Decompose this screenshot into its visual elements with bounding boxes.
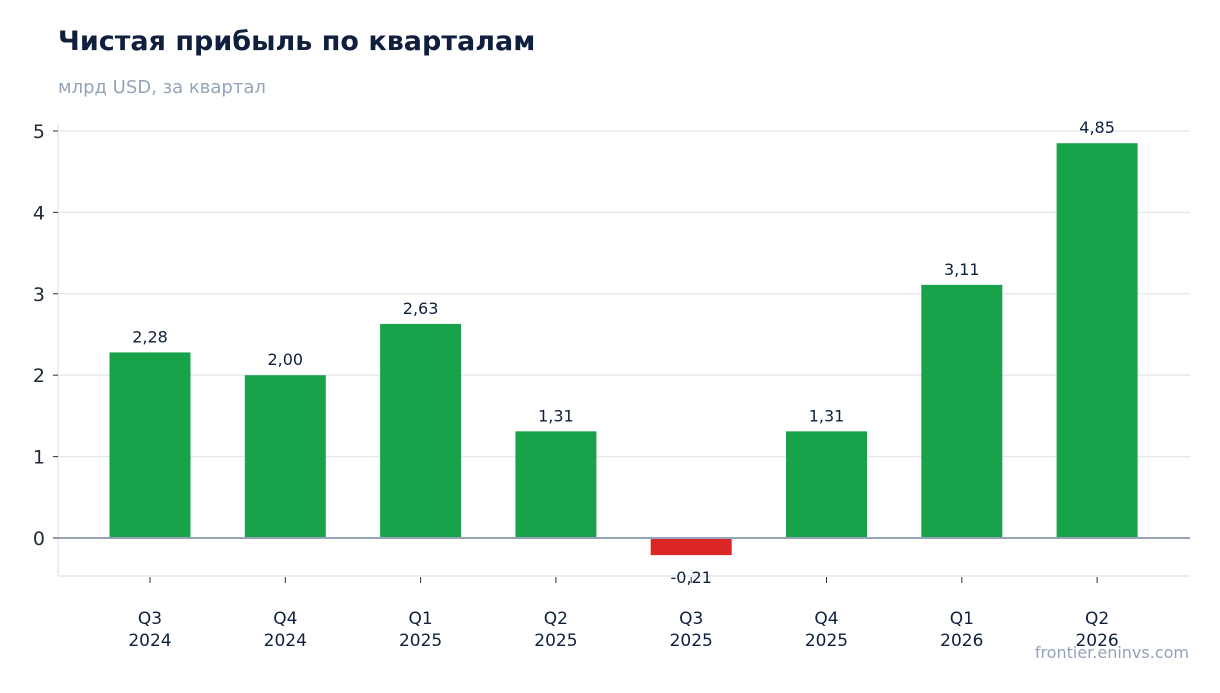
y-tick-label-4: 4: [33, 202, 45, 224]
data-label-5: 1,31: [809, 406, 845, 425]
bar-7: [1056, 143, 1138, 538]
data-label-3: 1,31: [538, 406, 574, 425]
y-tick-label-1: 1: [33, 447, 45, 469]
bar-0: [109, 352, 191, 538]
data-label-4: -0,21: [670, 568, 711, 587]
x-tick-label-2: Q1: [408, 609, 432, 629]
data-label-1: 2,00: [267, 350, 303, 369]
y-tick-label-0: 0: [33, 528, 45, 550]
chart-title: Чистая прибыль по кварталам: [58, 26, 536, 57]
x-tick-label-year-2: 2025: [399, 631, 442, 651]
bar-6: [921, 284, 1003, 538]
x-tick-label-1: Q4: [273, 609, 297, 629]
bar-5: [786, 431, 867, 538]
x-tick-label-year-7: 2026: [1075, 631, 1118, 651]
x-tick-label-0: Q3: [138, 609, 162, 629]
data-label-0: 2,28: [132, 327, 168, 346]
x-tick-label-year-0: 2024: [128, 631, 171, 651]
data-label-7: 4,85: [1079, 118, 1115, 137]
x-tick-label-5: Q4: [814, 609, 838, 629]
bar-1: [244, 375, 326, 538]
x-tick-label-year-3: 2025: [534, 631, 577, 651]
bar-4: [650, 538, 732, 556]
grid-lines: [58, 130, 1190, 458]
bar-2: [380, 323, 462, 538]
x-tick-label-year-6: 2026: [940, 631, 983, 651]
y-tick-label-2: 2: [33, 365, 45, 387]
y-tick-label-5: 5: [33, 121, 45, 143]
y-tick-label-3: 3: [33, 284, 45, 306]
x-tick-label-6: Q1: [950, 609, 974, 629]
x-tick-label-7: Q2: [1085, 609, 1109, 629]
bar-3: [515, 431, 597, 538]
data-labels: 2,28 2,00 2,63 1,31 -0,21 1,31 3,11 4,85: [132, 118, 1115, 587]
chart-subtitle: млрд USD, за квартал: [58, 77, 266, 98]
x-tick-label-4: Q3: [679, 609, 703, 629]
x-tick-label-3: Q2: [544, 609, 568, 629]
source-credit: frontier.eninvs.com: [1034, 643, 1189, 662]
x-tick-label-year-1: 2024: [264, 631, 307, 651]
bars: [58, 143, 1190, 556]
x-tick-label-year-4: 2025: [670, 631, 713, 651]
tick-labels: 012345Q32024Q42024Q12025Q22025Q32025Q420…: [33, 121, 1119, 651]
data-label-2: 2,63: [403, 299, 439, 318]
axes: [53, 124, 1190, 583]
data-label-6: 3,11: [944, 260, 980, 279]
x-tick-label-year-5: 2025: [805, 631, 848, 651]
